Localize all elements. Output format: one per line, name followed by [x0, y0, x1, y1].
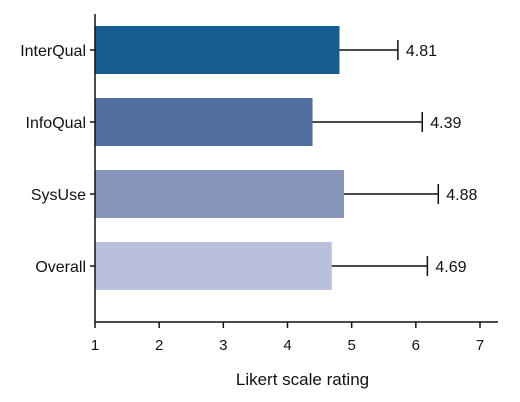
- value-label-infoqual: 4.39: [430, 115, 461, 132]
- category-label-interqual: InterQual: [20, 43, 86, 60]
- bars-layer: [95, 26, 344, 290]
- x-ticks-layer: 1 2 3 4 5 6 7: [91, 322, 484, 354]
- x-tick-label-1: 1: [91, 337, 99, 354]
- error-bars-layer: [312, 40, 440, 276]
- x-tick-label-6: 6: [412, 337, 420, 354]
- bar-infoqual: [95, 98, 313, 146]
- value-label-interqual: 4.81: [406, 43, 437, 60]
- labels-layer: 4.81 InterQual 4.39 InfoQual 4.88 SysUse 4.69 O…: [20, 43, 477, 276]
- x-tick-label-5: 5: [347, 337, 355, 354]
- bar-interqual: [95, 26, 340, 74]
- category-label-infoqual: InfoQual: [26, 115, 86, 132]
- bar-sysuse: [95, 170, 344, 218]
- x-tick-label-7: 7: [476, 337, 484, 354]
- category-label-overall: Overall: [35, 259, 86, 276]
- x-axis-title: Likert scale rating: [236, 370, 369, 389]
- category-label-sysuse: SysUse: [31, 187, 86, 204]
- x-tick-label-2: 2: [155, 337, 163, 354]
- x-tick-label-3: 3: [219, 337, 227, 354]
- value-label-sysuse: 4.88: [446, 187, 477, 204]
- value-label-overall: 4.69: [435, 259, 466, 276]
- x-tick-label-4: 4: [283, 337, 291, 354]
- bar-overall: [95, 242, 332, 290]
